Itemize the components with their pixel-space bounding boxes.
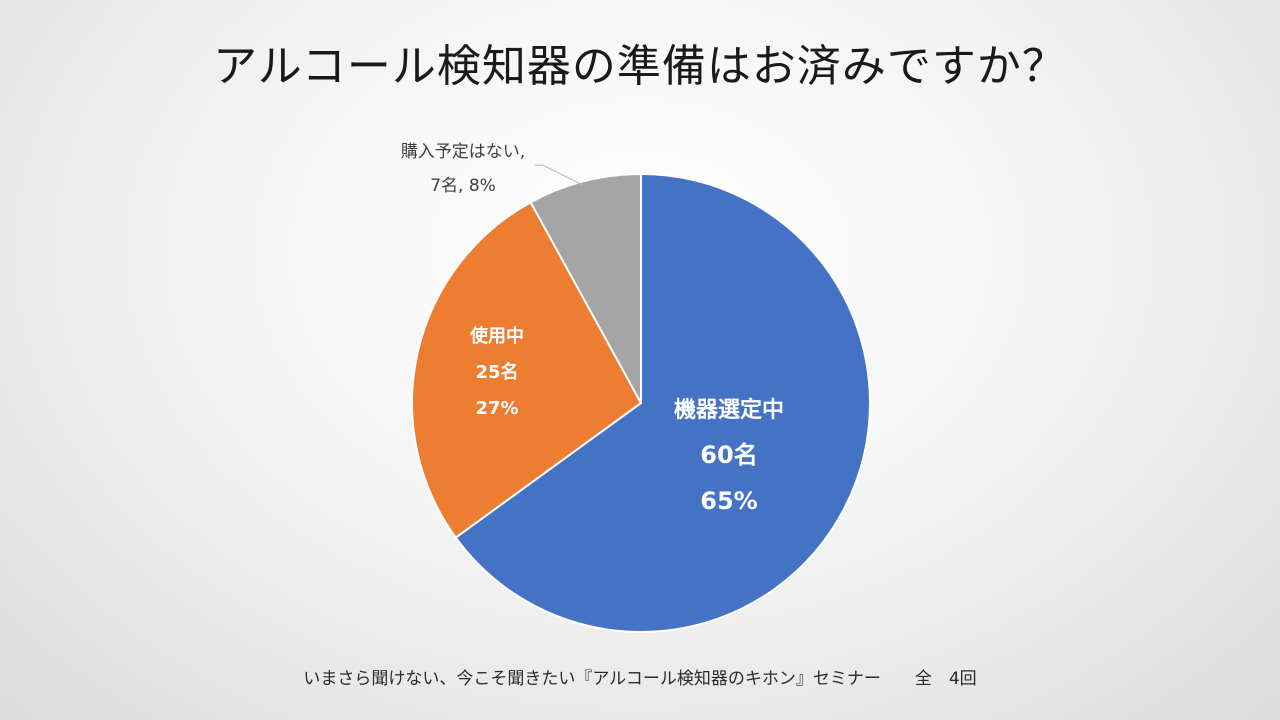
- pie-slice: [411, 200, 643, 540]
- leader-line: [535, 164, 584, 186]
- slice-label: 購入予定はない,: [401, 142, 525, 162]
- data-labels: 機器選定中 60名 65% 使用中 25名 27% 購入予定はない, 7名, 8%: [401, 142, 784, 515]
- footer-seminar-text: いまさら聞けない、今こそ聞きたい『アルコール検知器のキホン』セミナー 全 4回: [303, 669, 977, 689]
- pie-slice: [529, 172, 642, 404]
- slice-count-label: 60名: [700, 441, 757, 469]
- pie-slices: [411, 172, 871, 633]
- slice-count-percent-label: 7名, 8%: [430, 176, 496, 196]
- slice-count-label: 25名: [475, 361, 518, 383]
- slice-percent-label: 27%: [475, 398, 518, 419]
- slice-label: 使用中: [469, 325, 524, 347]
- leader-lines: [535, 164, 584, 186]
- slide-title: アルコール検知器の準備はお済みですか？: [213, 41, 1067, 92]
- pie-slice: [454, 172, 871, 633]
- slice-percent-label: 65%: [700, 487, 757, 515]
- slice-label: 機器選定中: [674, 397, 784, 423]
